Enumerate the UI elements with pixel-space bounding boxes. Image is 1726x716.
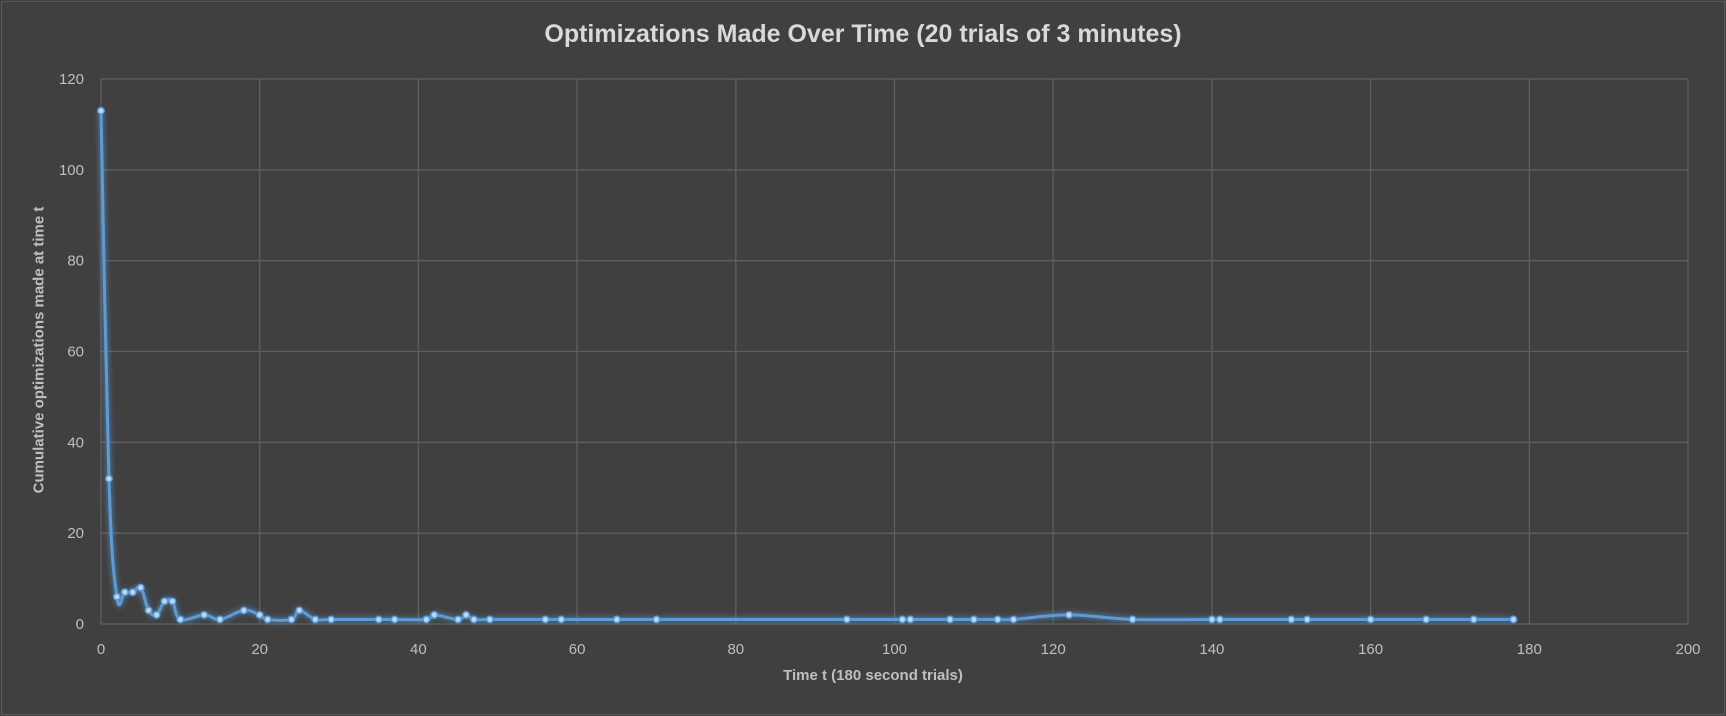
data-point xyxy=(422,615,431,624)
data-point xyxy=(176,615,185,624)
data-point xyxy=(263,615,272,624)
data-point xyxy=(557,615,566,624)
data-point xyxy=(906,615,915,624)
data-point xyxy=(1303,615,1312,624)
data-point xyxy=(969,615,978,624)
tick-labels: 0 20 40 60 80 100 120 0 20 40 60 80 100 120 140 160 180 2… xyxy=(59,71,1701,658)
data-point xyxy=(200,610,209,619)
data-point xyxy=(216,615,224,624)
x-tick-label: 20 xyxy=(251,641,268,658)
series-line-group xyxy=(99,110,1514,622)
data-point xyxy=(1128,615,1137,624)
data-point xyxy=(97,106,105,115)
y-tick-label: 100 xyxy=(59,162,84,179)
data-point xyxy=(1509,615,1518,624)
data-point xyxy=(311,615,320,624)
data-point xyxy=(993,615,1002,624)
y-tick-label: 0 xyxy=(76,616,84,633)
data-point xyxy=(430,610,439,619)
data-point xyxy=(469,615,478,624)
x-axis-label: Time t (180 second trials) xyxy=(783,667,963,684)
x-tick-label: 180 xyxy=(1517,641,1542,658)
x-tick-label: 100 xyxy=(882,641,907,658)
data-point xyxy=(374,615,383,624)
x-tick-label: 40 xyxy=(410,641,427,658)
series-line xyxy=(99,110,1514,622)
x-tick-label: 140 xyxy=(1199,641,1224,658)
y-tick-label: 20 xyxy=(67,525,84,542)
data-point xyxy=(454,615,463,624)
data-point xyxy=(541,615,550,624)
y-tick-label: 40 xyxy=(67,434,84,451)
data-points xyxy=(97,106,1518,624)
data-point xyxy=(1287,615,1296,624)
data-point xyxy=(946,615,954,624)
x-tick-label: 160 xyxy=(1358,641,1383,658)
data-point xyxy=(1469,615,1478,624)
chart-title: Optimizations Made Over Time (20 trials … xyxy=(544,20,1182,48)
data-point xyxy=(152,610,161,619)
x-tick-label: 0 xyxy=(97,641,105,658)
x-tick-label: 60 xyxy=(569,641,586,658)
data-point xyxy=(1215,615,1224,624)
data-point xyxy=(112,592,121,601)
data-point xyxy=(842,615,851,624)
data-point xyxy=(287,615,296,624)
y-tick-label: 60 xyxy=(67,344,84,361)
data-point xyxy=(128,588,137,597)
data-point xyxy=(120,588,129,597)
y-tick-label: 80 xyxy=(67,253,84,270)
data-point xyxy=(239,606,248,615)
data-point xyxy=(462,610,470,619)
data-point xyxy=(485,615,494,624)
gridlines xyxy=(100,78,1689,625)
x-tick-label: 80 xyxy=(727,641,744,658)
data-point xyxy=(1009,615,1018,624)
data-point xyxy=(1366,615,1375,624)
data-point xyxy=(144,606,153,615)
data-point xyxy=(295,606,304,615)
y-tick-label: 120 xyxy=(59,71,84,88)
data-point xyxy=(390,615,399,624)
data-point xyxy=(1065,610,1074,619)
x-tick-label: 200 xyxy=(1675,641,1700,658)
data-point xyxy=(612,615,621,624)
data-point xyxy=(104,474,113,483)
data-point xyxy=(255,610,264,619)
x-tick-label: 120 xyxy=(1041,641,1066,658)
data-point xyxy=(1422,615,1431,624)
data-point xyxy=(327,615,336,624)
data-point xyxy=(898,615,907,624)
data-point xyxy=(1207,615,1216,624)
data-point xyxy=(160,597,169,606)
data-point xyxy=(652,615,661,624)
data-point xyxy=(136,583,145,592)
data-point xyxy=(168,597,177,606)
